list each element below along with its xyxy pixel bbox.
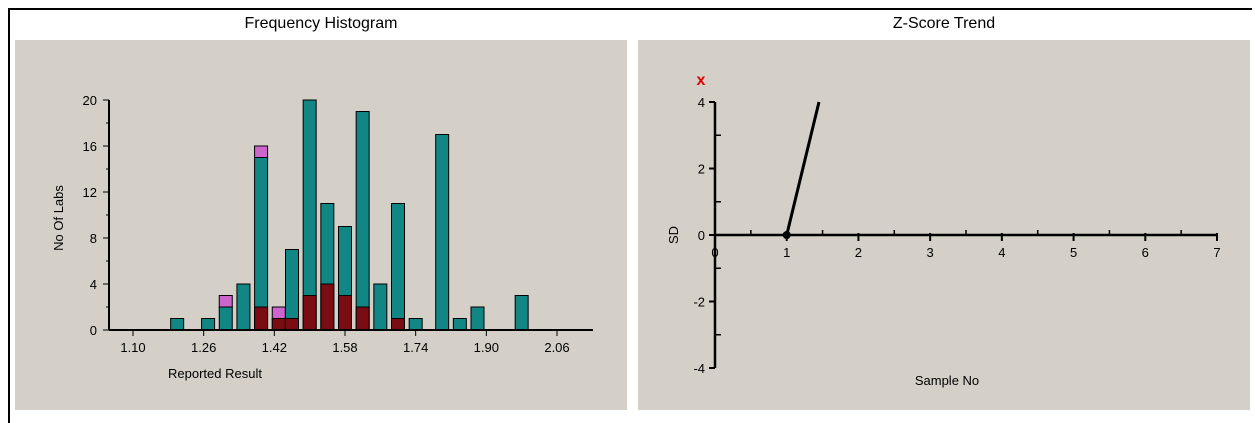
zscore-x-tick-label: 7 xyxy=(1213,245,1220,260)
histogram-bar-flagged xyxy=(391,318,405,331)
zscore-y-tick-label: 4 xyxy=(698,95,705,110)
histogram-bar-flagged xyxy=(320,283,335,331)
chart-frame xyxy=(8,8,1252,423)
zscore-x-tick-label: 1 xyxy=(783,245,790,260)
zscore-x-tick-label: 5 xyxy=(1070,245,1077,260)
zscore-y-tick-label: -4 xyxy=(693,361,705,376)
histogram-title: Frequency Histogram xyxy=(244,15,398,32)
histogram-x-tick-label: 1.58 xyxy=(332,340,357,355)
histogram-bar-excluded xyxy=(218,295,233,308)
zscore-chart: x -4 -2 0 2 4 0 1 2 3 4 5 6 7 Sample No SD xyxy=(666,72,1221,388)
histogram-x-tick-label: 2.06 xyxy=(544,340,569,355)
histogram-bar-flagged xyxy=(254,306,269,331)
histogram-panel: 1.10 1.26 1.42 1.58 1.74 1.90 2.06 0 4 8 12 16 20 Re… xyxy=(15,40,627,410)
zscore-y-tick-label: -2 xyxy=(693,295,705,310)
zscore-x-tick-label: 4 xyxy=(998,245,1005,260)
zscore-title: Z-Score Trend xyxy=(892,15,996,32)
histogram-y-tick-label: 20 xyxy=(83,93,97,108)
histogram-bar xyxy=(201,318,216,331)
zscore-x-tick-label: 2 xyxy=(855,245,862,260)
histogram-bar xyxy=(391,203,405,331)
histogram-bar xyxy=(218,306,233,331)
zscore-x-tick-label: 6 xyxy=(1142,245,1149,260)
histogram-x-tick-label: 1.10 xyxy=(120,340,145,355)
histogram-bar xyxy=(170,318,185,331)
histogram-y-tick-label: 16 xyxy=(83,139,97,154)
zscore-x-tick-label: 3 xyxy=(927,245,934,260)
histogram-bar xyxy=(254,157,269,331)
zscore-y-tick-label: 2 xyxy=(698,162,705,177)
histogram-x-tick-label: 1.74 xyxy=(403,340,428,355)
zscore-data-point xyxy=(782,231,791,239)
zscore-y-tick-label: 0 xyxy=(698,228,705,243)
histogram-x-tick-label: 1.26 xyxy=(191,340,216,355)
histogram-bar-flagged xyxy=(271,318,286,331)
histogram-y-tick-label: 0 xyxy=(90,323,97,338)
histogram-bar-excluded xyxy=(271,306,286,319)
histogram-bar xyxy=(408,318,423,331)
histogram-chart: 1.10 1.26 1.42 1.58 1.74 1.90 2.06 0 4 8 12 16 20 Re… xyxy=(51,93,593,381)
zscore-xlabel: Sample No xyxy=(915,373,979,388)
histogram-bar xyxy=(373,283,388,331)
zscore-trend-line xyxy=(785,101,821,236)
histogram-bar xyxy=(236,283,251,331)
zscore-x-tick-label: 0 xyxy=(711,245,718,260)
histogram-bar-flagged xyxy=(338,295,352,331)
zscore-ylabel: SD xyxy=(666,226,681,244)
histogram-bar-flagged xyxy=(302,295,317,331)
histogram-x-tick-label: 1.42 xyxy=(262,340,287,355)
histogram-bar xyxy=(452,318,467,331)
histogram-bar-flagged xyxy=(355,306,370,331)
histogram-y-tick-label: 8 xyxy=(90,231,97,246)
zscore-panel: x -4 -2 0 2 4 0 1 2 3 4 5 6 7 Sample No SD xyxy=(638,40,1250,410)
histogram-y-tick-label: 12 xyxy=(83,185,97,200)
histogram-ylabel: No Of Labs xyxy=(51,185,66,251)
histogram-bar xyxy=(435,134,450,331)
histogram-bar xyxy=(355,111,370,331)
histogram-xlabel: Reported Result xyxy=(168,366,262,381)
histogram-bar xyxy=(514,295,529,331)
histogram-x-tick-label: 1.90 xyxy=(474,340,499,355)
histogram-bar xyxy=(285,249,299,331)
histogram-bar xyxy=(470,306,485,331)
histogram-y-tick-label: 4 xyxy=(90,277,97,292)
histogram-bar-flagged xyxy=(285,318,299,331)
histogram-bar-excluded xyxy=(254,145,269,158)
zscore-marker-label: x xyxy=(697,72,706,89)
